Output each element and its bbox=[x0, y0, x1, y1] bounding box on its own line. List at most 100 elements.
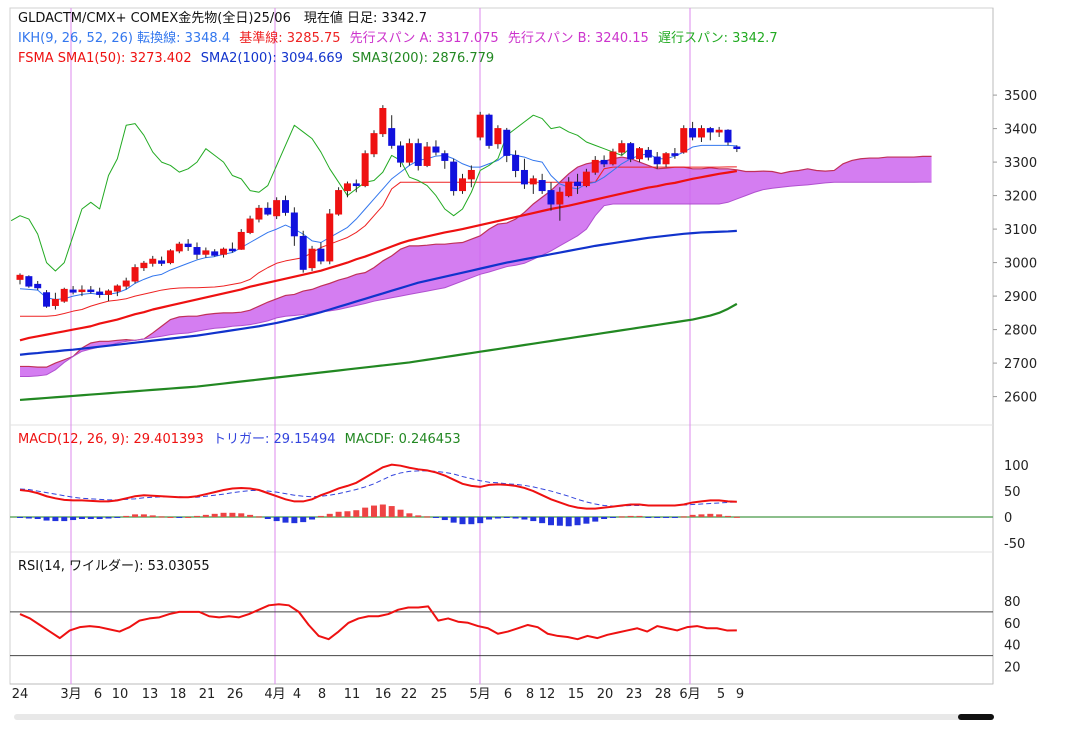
candle-down bbox=[441, 153, 449, 161]
month-tick-label: 3月 bbox=[60, 687, 81, 702]
candle-down bbox=[43, 292, 51, 307]
candle-down bbox=[158, 260, 166, 264]
candle-down bbox=[290, 212, 298, 237]
macd-legend-line: MACD(12, 26, 9): 29.401393 トリガー: 29.1549… bbox=[18, 432, 461, 447]
macdf-bar bbox=[326, 513, 333, 517]
price-y-tick-label: 3300 bbox=[1004, 156, 1037, 171]
macdf-bar bbox=[362, 507, 369, 517]
candle-down bbox=[397, 145, 405, 163]
span-a-line bbox=[20, 155, 932, 368]
macdf-bar bbox=[273, 516, 280, 522]
macdf-bar bbox=[238, 513, 245, 517]
candle-up bbox=[131, 267, 139, 282]
candle-down bbox=[352, 183, 360, 187]
macdf-bar bbox=[432, 516, 439, 518]
axis-labels: 3500 3400 3300 3200 3100 3000 2900 2800 2700 2600… bbox=[12, 89, 1037, 702]
macdf-bar bbox=[609, 516, 616, 518]
sma3-legend: SMA3(200): 2876.779 bbox=[352, 51, 494, 66]
indicator-lines bbox=[10, 114, 738, 402]
chart-title: GLDACTM/CMX+ COMEX金先物(全日)25/06 現在値 日足: 3… bbox=[18, 10, 427, 26]
candle-down bbox=[414, 143, 422, 166]
macdf-bar bbox=[574, 516, 581, 526]
macdf-bar bbox=[689, 514, 696, 517]
macdf-bar bbox=[627, 515, 634, 517]
macdf-bar bbox=[229, 512, 236, 517]
candle-up bbox=[494, 128, 502, 145]
candle-down bbox=[644, 149, 652, 158]
candle-up bbox=[361, 153, 369, 187]
candle-up bbox=[237, 231, 245, 250]
candle-up bbox=[476, 114, 484, 138]
candle-down bbox=[96, 291, 104, 295]
candle-up bbox=[459, 178, 466, 192]
candle-down bbox=[503, 129, 511, 156]
candle-up bbox=[582, 171, 590, 187]
ichimoku-cloud bbox=[20, 155, 932, 377]
candle-down bbox=[706, 128, 714, 133]
macdf-bar bbox=[300, 516, 307, 523]
candle-up bbox=[246, 218, 254, 233]
macdf-bar bbox=[52, 516, 59, 522]
candle-down bbox=[432, 146, 440, 153]
candle-up bbox=[370, 133, 378, 155]
price-y-tick-label: 3500 bbox=[1004, 89, 1037, 104]
macdf-bar bbox=[530, 516, 537, 522]
price-y-tick-label: 2600 bbox=[1004, 391, 1037, 406]
x-tick-label: 15 bbox=[568, 687, 585, 702]
candle-up bbox=[423, 146, 431, 166]
ikh-chikou-legend: 遅行スパン: 3342.7 bbox=[658, 31, 778, 46]
x-tick-label: 4 bbox=[293, 687, 301, 702]
macdf-bar bbox=[601, 516, 608, 520]
price-y-tick-label: 2800 bbox=[1004, 324, 1037, 339]
candle-down bbox=[653, 156, 661, 165]
candle-up bbox=[467, 169, 475, 180]
candle-up bbox=[662, 153, 670, 165]
scrollbar-thumb[interactable] bbox=[958, 714, 994, 720]
macdf-bar bbox=[194, 515, 200, 517]
candle-up bbox=[105, 290, 112, 295]
macdf-bar bbox=[415, 515, 422, 517]
candle-up bbox=[343, 183, 351, 192]
candle-up bbox=[166, 250, 174, 264]
macdf-bar bbox=[698, 514, 705, 517]
ikh-legend-line: IKH(9, 26, 52, 26) 転換線: 3348.4 基準線: 3285… bbox=[18, 30, 778, 46]
macdf-bar bbox=[503, 516, 510, 518]
macdf-bar bbox=[335, 511, 342, 517]
candle-up bbox=[273, 200, 281, 217]
macdf-bar bbox=[247, 514, 254, 517]
macdf-bar bbox=[132, 514, 139, 517]
candle-up bbox=[715, 129, 723, 133]
x-tick-label: 28 bbox=[655, 687, 672, 702]
candle-up bbox=[122, 280, 130, 287]
sma-legend-line: FSMA SMA1(50): 3273.402 SMA2(100): 3094.… bbox=[18, 51, 494, 66]
macdf-bar bbox=[521, 516, 528, 520]
macdf-bar bbox=[87, 516, 94, 520]
macdf-bar bbox=[158, 516, 165, 518]
macdf-bar bbox=[96, 516, 103, 520]
sma2-legend: SMA2(100): 3094.669 bbox=[201, 51, 343, 66]
macdf-bar bbox=[185, 516, 192, 518]
trigger-line bbox=[19, 470, 737, 507]
macd-y-tick-label: 100 bbox=[1004, 459, 1029, 474]
month-tick-label: 4月 bbox=[264, 687, 285, 702]
candle-down bbox=[388, 128, 396, 146]
ikh-kijun-legend: 基準線: 3285.75 bbox=[239, 30, 340, 46]
candle-up bbox=[556, 191, 564, 205]
candle-up bbox=[60, 288, 68, 302]
candle-down bbox=[69, 289, 77, 293]
macdf-bar bbox=[468, 516, 475, 525]
ikh-spanA-legend: 先行スパン A: 3317.075 bbox=[350, 31, 499, 46]
x-tick-label: 26 bbox=[227, 687, 244, 702]
price-y-tick-label: 3400 bbox=[1004, 123, 1037, 138]
macdf-bar bbox=[565, 516, 572, 527]
rsi-y-tick-label: 20 bbox=[1004, 661, 1021, 676]
candle-up bbox=[202, 250, 210, 255]
x-tick-label: 20 bbox=[597, 687, 614, 702]
sma2-line bbox=[19, 229, 737, 356]
candle-up bbox=[680, 128, 688, 153]
candle-down bbox=[627, 143, 635, 160]
candle-down bbox=[512, 154, 520, 171]
candle-up bbox=[255, 207, 263, 220]
scrollbar-track[interactable] bbox=[14, 714, 994, 720]
